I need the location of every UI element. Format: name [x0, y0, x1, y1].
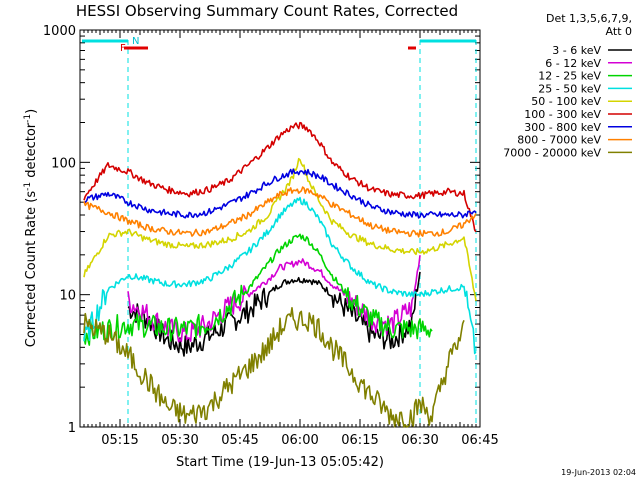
y-tick-label: 1000: [43, 24, 76, 39]
y-axis-label-sup1: -1: [23, 182, 33, 191]
legend-label: 3 - 6 keV: [552, 44, 601, 57]
legend-label: 50 - 100 keV: [531, 95, 601, 108]
night-flag-label: N: [132, 36, 139, 47]
x-tick-label: 06:30: [401, 433, 438, 448]
flare-flag-label: F: [120, 43, 126, 54]
series-lines: [83, 121, 477, 428]
legend-label: 12 - 25 keV: [538, 70, 601, 83]
legend-label: 6 - 12 keV: [545, 57, 601, 70]
series-line: [83, 196, 477, 355]
chart-title: HESSI Observing Summary Count Rates, Cor…: [76, 2, 458, 20]
x-tick-label: 05:30: [161, 433, 198, 448]
x-tick-label: 06:45: [461, 433, 498, 448]
legend-label: 25 - 50 keV: [538, 82, 601, 95]
x-tick-label: 06:00: [281, 433, 318, 448]
series-line: [83, 186, 477, 238]
legend-header-attenuator: Att 0: [606, 25, 632, 38]
series-line: [83, 306, 465, 428]
series-line: [83, 233, 433, 346]
footer-timestamp: 19-Jun-2013 02:04: [561, 468, 636, 477]
x-axis-label: Start Time (19-Jun-13 05:05:42): [176, 455, 384, 470]
y-axis-label-sup2: -1: [23, 114, 33, 123]
legend-header-detectors: Det 1,3,5,6,7,9,: [546, 12, 632, 25]
y-axis-label-part2: detector: [24, 122, 39, 182]
series-line: [83, 121, 477, 233]
y-tick-label: 100: [51, 156, 76, 171]
axis-ticks: 05:15 05:30 05:45 06:00 06:15 06:30 06:45 1 10 10…: [43, 24, 499, 448]
y-tick-label: 1: [68, 421, 76, 436]
legend-label: 300 - 800 keV: [524, 121, 601, 134]
x-tick-label: 05:15: [101, 433, 138, 448]
series-line: [83, 157, 477, 302]
x-tick-label: 06:15: [341, 433, 378, 448]
y-axis-label-part1: Corrected Count Rate (s: [24, 191, 39, 348]
legend-label: 7000 - 20000 keV: [503, 146, 601, 159]
series-line: [83, 168, 477, 219]
legend-label: 100 - 300 keV: [524, 108, 601, 121]
y-axis-label: Corrected Count Rate (s-1 detector-1): [23, 109, 39, 347]
x-tick-label: 05:45: [221, 433, 258, 448]
attenuator-markers: FN: [82, 36, 477, 427]
y-tick-label: 10: [59, 289, 76, 304]
legend-label: 800 - 7000 keV: [517, 134, 601, 147]
y-axis-label-part3: ): [24, 109, 39, 114]
